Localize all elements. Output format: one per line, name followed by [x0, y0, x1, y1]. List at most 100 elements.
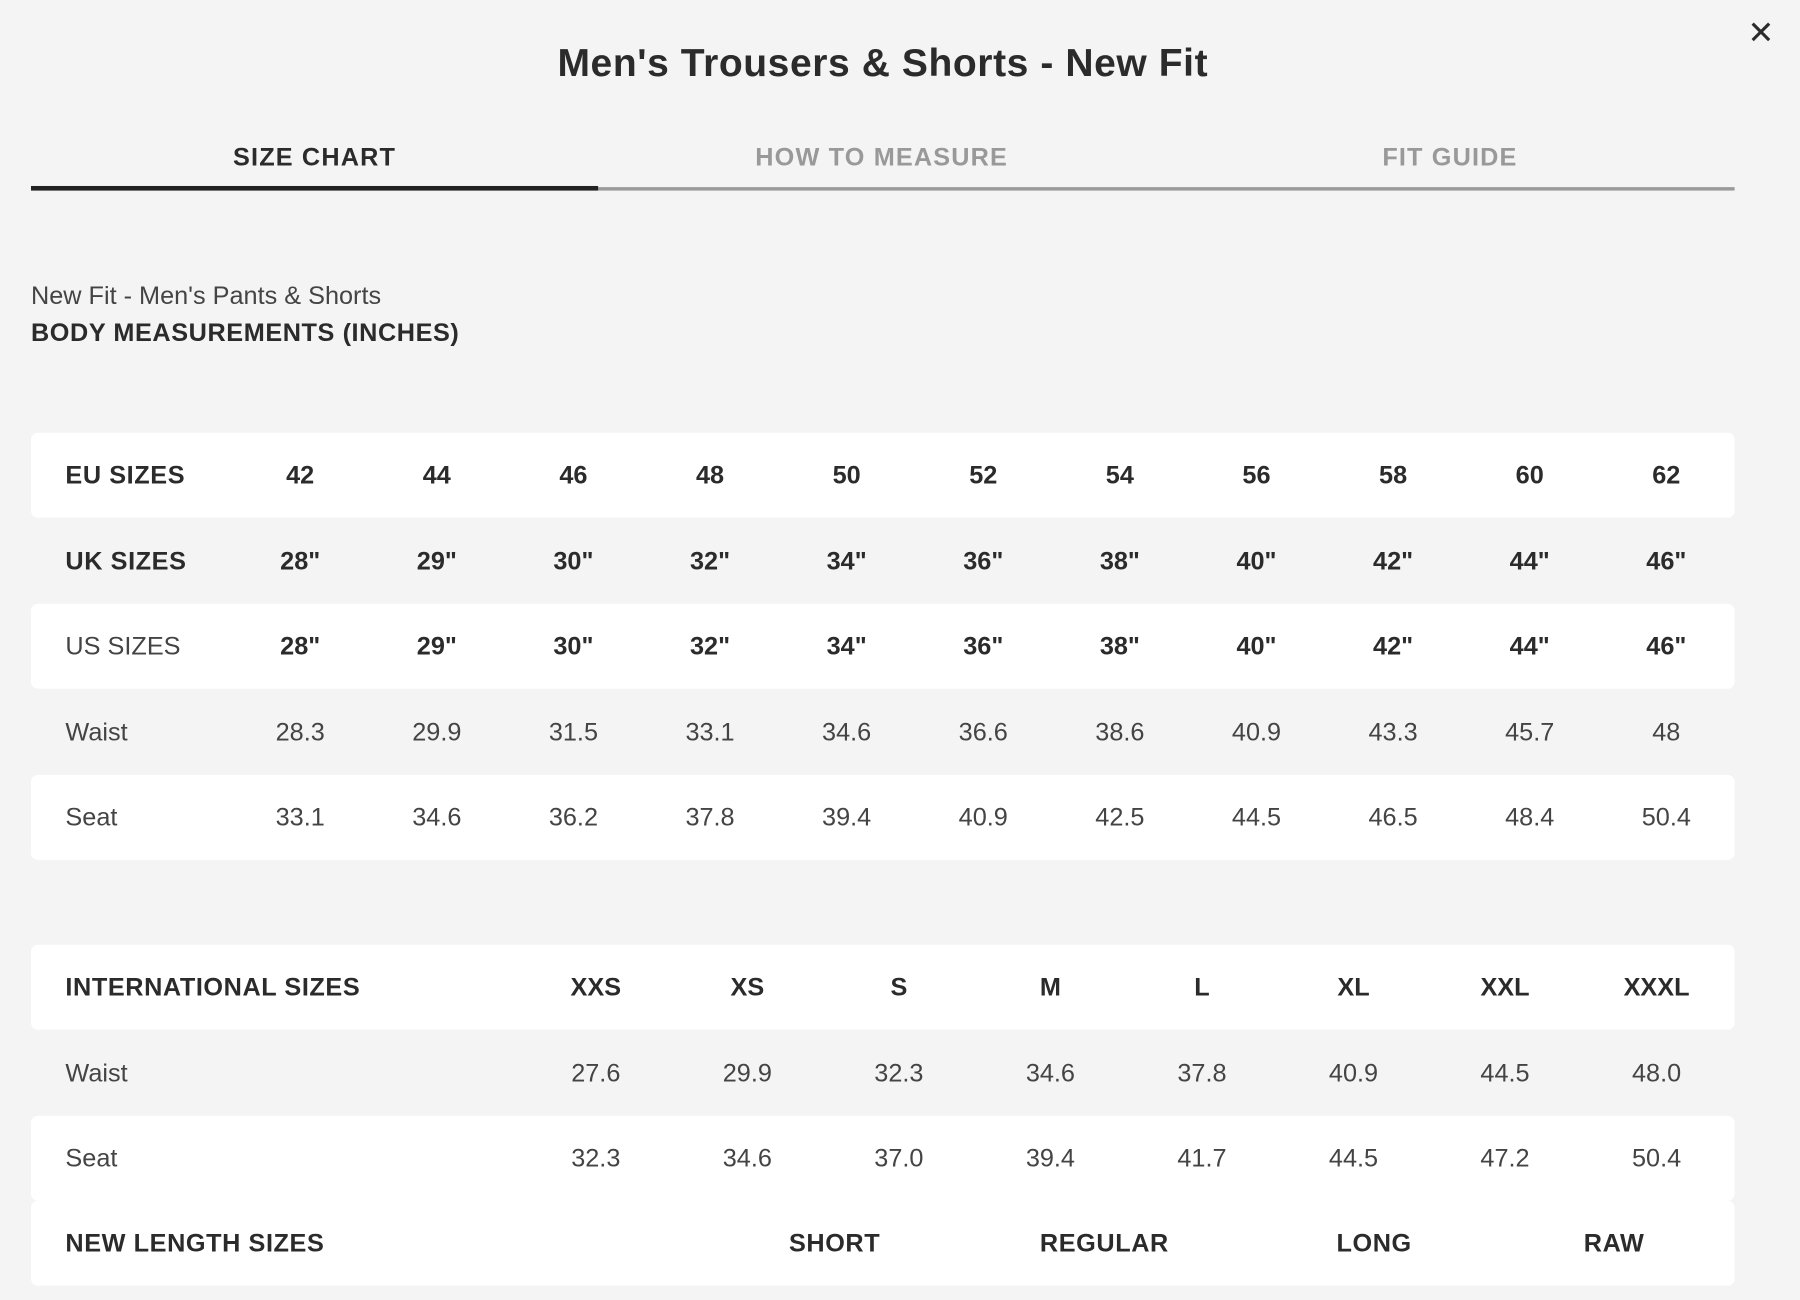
row-label: Waist — [65, 716, 128, 746]
active-tab-indicator — [30, 185, 599, 191]
table-cell: 30" — [553, 631, 594, 661]
table-cell: 42 — [286, 460, 315, 490]
row-label: Waist — [65, 1057, 128, 1087]
table-row: US SIZES 28" 29" 30" 32" 34" 36" 38" 40" 42" 44" 46… — [30, 603, 1735, 689]
table-cell: 56 — [1242, 460, 1271, 490]
table-cell: L — [1194, 972, 1210, 1002]
table-cell: 62 — [1652, 460, 1681, 490]
table-cell: 45.7 — [1505, 716, 1555, 746]
table-cell: 52 — [969, 460, 998, 490]
table-cell: 41.7 — [1177, 1143, 1227, 1173]
table-cell: 38" — [1099, 631, 1140, 661]
table-row: Waist 27.6 29.9 32.3 34.6 37.8 40.9 44.5 48.0 — [31, 1030, 1735, 1115]
length-regular: REGULAR — [1039, 1228, 1169, 1258]
table-cell: 42.5 — [1095, 802, 1145, 832]
row-label: US SIZES — [65, 631, 181, 661]
table-cell: 60 — [1515, 460, 1544, 490]
row-label: NEW LENGTH SIZES — [65, 1228, 325, 1258]
table-cell: 34" — [826, 631, 867, 661]
table-cell: 39.4 — [1025, 1143, 1075, 1173]
table-cell: 44.5 — [1480, 1057, 1530, 1087]
row-label: INTERNATIONAL SIZES — [65, 972, 361, 1002]
table-cell: 31.5 — [548, 716, 599, 746]
table-cell: 36.2 — [548, 802, 599, 832]
table-cell: 32.3 — [874, 1057, 924, 1087]
table-cell: 48 — [695, 460, 725, 490]
table-cell: XXS — [570, 972, 622, 1002]
table-cell: 40" — [1236, 545, 1277, 575]
table-cell: 34" — [826, 545, 867, 575]
table-cell: 44 — [422, 460, 451, 490]
table-cell: XL — [1337, 972, 1370, 1002]
table-cell: 27.6 — [571, 1057, 621, 1087]
table-cell: 40.9 — [1231, 716, 1282, 746]
table-row: EU SIZES 42 44 46 48 50 52 54 56 58 60 62 — [30, 432, 1735, 518]
row-label: EU SIZES — [65, 460, 186, 490]
table-cell: 29.9 — [412, 716, 462, 746]
table-cell: 34.6 — [412, 802, 462, 832]
table-cell: 30" — [553, 545, 594, 575]
table-cell: XS — [730, 972, 765, 1002]
table-cell: 42" — [1373, 545, 1414, 575]
table-cell: 50.4 — [1631, 1143, 1682, 1173]
table-cell: 36" — [963, 631, 1004, 661]
table-cell: 32" — [690, 631, 731, 661]
length-sizes-row: NEW LENGTH SIZES SHORT REGULAR LONG RAW — [30, 1200, 1735, 1286]
row-label: Seat — [65, 802, 118, 832]
table-row: INTERNATIONAL SIZES XXS XS S M L XL XXL XXXL — [30, 944, 1735, 1030]
table-cell: 46" — [1646, 631, 1687, 661]
table-cell: S — [890, 972, 908, 1002]
table-cell: 50.4 — [1641, 802, 1691, 832]
length-short: SHORT — [788, 1228, 881, 1258]
table-cell: 43.3 — [1368, 716, 1418, 746]
table-cell: XXL — [1480, 972, 1530, 1002]
table-cell: 48.0 — [1631, 1057, 1682, 1087]
table-cell: 38" — [1099, 545, 1140, 575]
row-label: UK SIZES — [65, 545, 187, 575]
table-cell: M — [1039, 972, 1061, 1002]
table-cell: 37.8 — [685, 802, 735, 832]
chart-subtitle: New Fit - Men's Pants & Shorts — [30, 281, 382, 310]
table-cell: 40.9 — [1328, 1057, 1379, 1087]
table-cell: 39.4 — [822, 802, 872, 832]
table-row: Seat 33.1 34.6 36.2 37.8 39.4 40.9 42.5 44.5 46.5… — [30, 774, 1735, 860]
table-cell: 44.5 — [1328, 1143, 1379, 1173]
table-cell: 28" — [280, 545, 321, 575]
modal-title: Men's Trousers & Shorts - New Fit — [557, 41, 1209, 85]
table-cell: 28" — [280, 631, 321, 661]
table-cell: 32" — [690, 545, 731, 575]
table-cell: 42" — [1373, 631, 1414, 661]
table-row: UK SIZES 28" 29" 30" 32" 34" 36" 38" 40" 42" 44" 46… — [31, 518, 1735, 603]
table-cell: XXXL — [1623, 972, 1690, 1002]
table-cell: 28.3 — [275, 716, 325, 746]
table-cell: 29" — [416, 545, 457, 575]
table-cell: 37.0 — [874, 1143, 924, 1173]
table-cell: 54 — [1105, 460, 1134, 490]
table-cell: 37.8 — [1177, 1057, 1227, 1087]
table-cell: 33.1 — [275, 802, 325, 832]
table-cell: 58 — [1379, 460, 1408, 490]
length-raw: RAW — [1583, 1228, 1645, 1258]
table-cell: 47.2 — [1480, 1143, 1530, 1173]
table-cell: 40" — [1236, 631, 1277, 661]
table-cell: 44" — [1509, 631, 1550, 661]
table-cell: 46.5 — [1368, 802, 1418, 832]
table-cell: 29" — [416, 631, 457, 661]
table-cell: 36.6 — [958, 716, 1008, 746]
table-cell: 40.9 — [958, 802, 1008, 832]
table-cell: 34.6 — [822, 716, 872, 746]
table-row: Waist 28.3 29.9 31.5 33.1 34.6 36.6 38.6 40.9 43.… — [31, 689, 1735, 774]
table-cell: 32.3 — [571, 1143, 621, 1173]
table-cell: 48.4 — [1505, 802, 1555, 832]
table-cell: 46 — [559, 460, 588, 490]
section-heading: BODY MEASUREMENTS (INCHES) — [30, 317, 460, 347]
table-cell: 36" — [963, 545, 1004, 575]
tab-size-chart[interactable]: SIZE CHART — [233, 142, 397, 172]
close-icon[interactable]: ✕ — [1747, 14, 1775, 51]
table-cell: 33.1 — [685, 716, 735, 746]
tab-fit-guide[interactable]: FIT GUIDE — [1382, 142, 1518, 172]
table-cell: 34.6 — [722, 1143, 772, 1173]
tab-how-to-measure[interactable]: HOW TO MEASURE — [755, 142, 1009, 172]
row-label: Seat — [65, 1143, 118, 1173]
